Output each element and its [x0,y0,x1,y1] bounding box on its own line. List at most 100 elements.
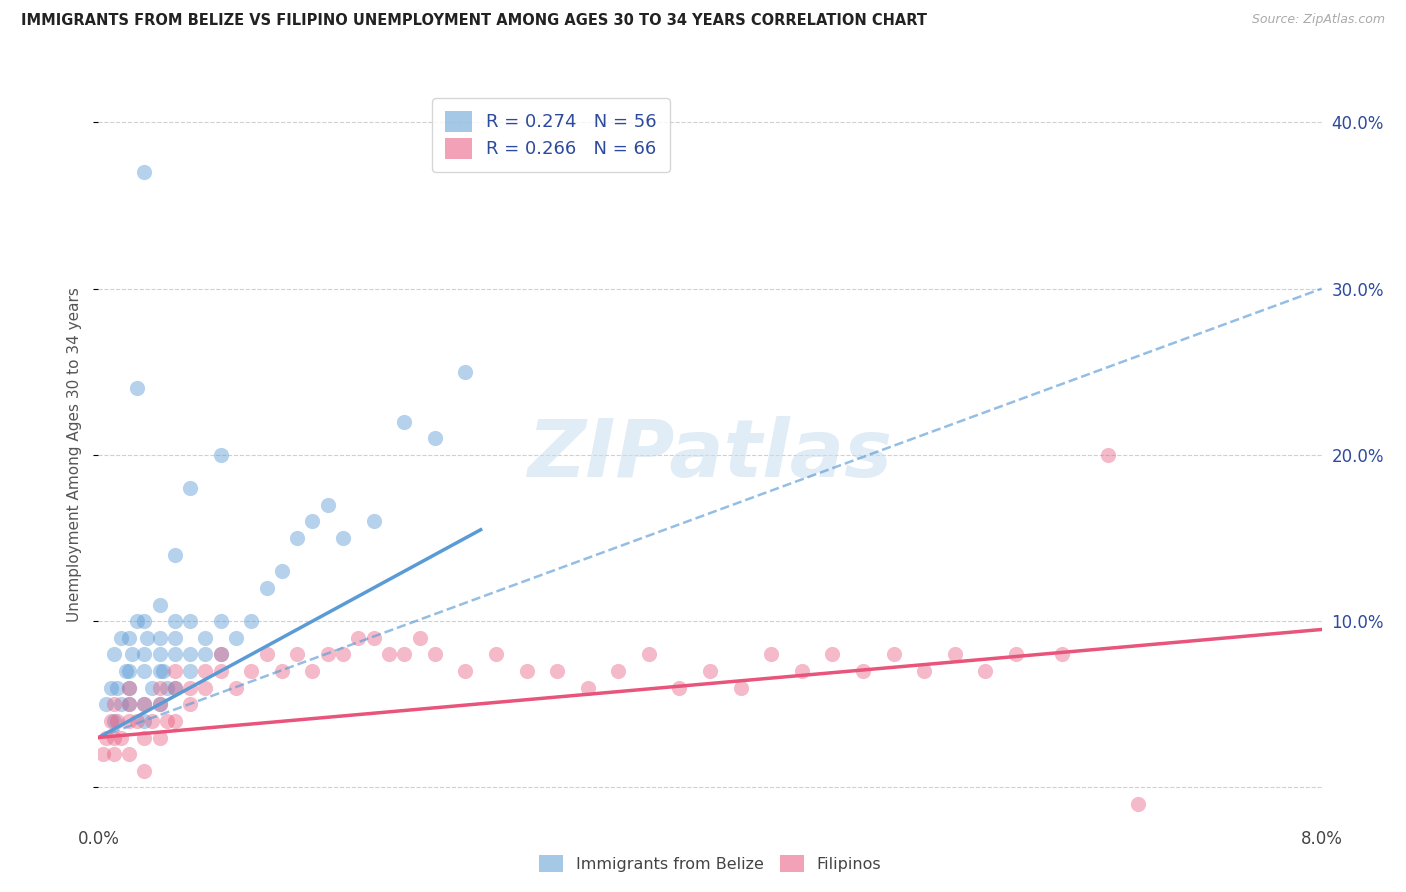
Point [134,664,156,678]
Point [576,681,599,695]
Point [637,648,661,662]
Point [179,481,201,495]
Point [149,698,172,712]
Point [163,714,186,728]
Point [94,731,117,745]
Point [485,648,508,662]
Point [100,714,122,728]
Point [516,664,538,678]
Point [149,664,172,678]
Point [194,648,217,662]
Point [943,648,966,662]
Point [121,648,143,662]
Point [103,698,125,712]
Point [423,431,446,445]
Point [454,365,477,379]
Point [118,698,141,712]
Point [91,747,114,761]
Point [134,698,156,712]
Point [759,648,782,662]
Point [363,631,385,645]
Point [883,648,905,662]
Point [607,664,630,678]
Point [134,714,156,728]
Point [149,731,172,745]
Point [423,648,446,662]
Point [1050,648,1073,662]
Point [392,648,416,662]
Text: IMMIGRANTS FROM BELIZE VS FILIPINO UNEMPLOYMENT AMONG AGES 30 TO 34 YEARS CORREL: IMMIGRANTS FROM BELIZE VS FILIPINO UNEMP… [21,13,927,29]
Point [105,681,128,695]
Point [378,648,401,662]
Point [347,631,370,645]
Point [285,648,308,662]
Point [156,714,179,728]
Point [163,614,186,628]
Point [225,681,247,695]
Point [852,664,875,678]
Point [163,664,186,678]
Point [149,631,172,645]
Point [912,664,935,678]
Point [194,664,217,678]
Point [136,631,159,645]
Point [118,664,141,678]
Point [270,564,294,578]
Point [1128,797,1150,811]
Point [179,614,201,628]
Point [256,581,278,595]
Point [256,648,278,662]
Point [179,664,201,678]
Point [270,664,294,678]
Point [209,614,232,628]
Point [134,648,156,662]
Point [209,448,232,462]
Y-axis label: Unemployment Among Ages 30 to 34 years: Unemployment Among Ages 30 to 34 years [67,287,83,623]
Point [134,764,156,778]
Point [1097,448,1119,462]
Point [179,698,201,712]
Point [149,698,172,712]
Point [363,515,385,529]
Point [141,714,163,728]
Point [110,698,132,712]
Point [332,648,354,662]
Point [179,648,201,662]
Point [103,747,125,761]
Point [152,664,174,678]
Point [118,631,141,645]
Point [125,614,148,628]
Point [156,681,179,695]
Point [94,698,117,712]
Point [163,681,186,695]
Text: ZIPatlas: ZIPatlas [527,416,893,494]
Legend: Immigrants from Belize, Filipinos: Immigrants from Belize, Filipinos [533,848,887,879]
Point [118,698,141,712]
Point [134,165,156,179]
Point [225,631,247,645]
Point [110,731,132,745]
Point [730,681,752,695]
Point [408,631,430,645]
Point [316,498,339,512]
Point [332,531,354,545]
Point [240,614,263,628]
Point [149,598,172,612]
Point [454,664,477,678]
Point [316,648,339,662]
Point [134,614,156,628]
Point [194,681,217,695]
Point [100,681,122,695]
Point [125,381,148,395]
Point [118,681,141,695]
Point [134,698,156,712]
Point [163,548,186,562]
Point [301,664,323,678]
Point [546,664,568,678]
Point [103,648,125,662]
Text: Source: ZipAtlas.com: Source: ZipAtlas.com [1251,13,1385,27]
Point [105,714,128,728]
Point [163,631,186,645]
Point [179,681,201,695]
Point [209,648,232,662]
